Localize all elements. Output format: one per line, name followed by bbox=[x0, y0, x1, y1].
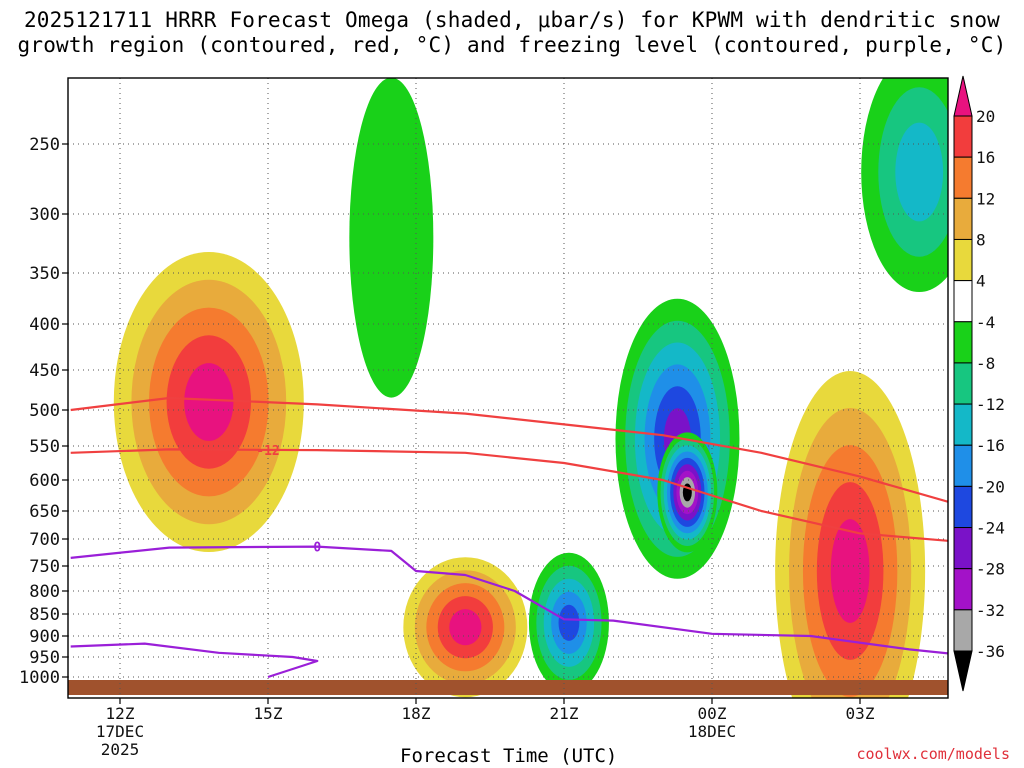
colorbar-label-12: 12 bbox=[976, 189, 995, 208]
x-tick-label-12Z: 12Z bbox=[106, 704, 135, 723]
colorbar-swatch-5 bbox=[953, 321, 973, 364]
credit-link[interactable]: coolwx.com/models bbox=[856, 745, 1010, 763]
colorbar-swatch-above-20 bbox=[953, 75, 973, 117]
colorbar-swatch-8 bbox=[953, 444, 973, 487]
x-tick-label-15Z: 15Z bbox=[254, 704, 283, 723]
y-axis: 2503003504004505005506006507007508008509… bbox=[19, 135, 68, 688]
x-tick-date-00Z: 18DEC bbox=[688, 722, 736, 741]
x-tick-label-18Z: 18Z bbox=[402, 704, 431, 723]
y-tick-label-700: 700 bbox=[29, 530, 60, 550]
colorbar-swatch-12 bbox=[953, 609, 973, 652]
contour-line-0 bbox=[70, 396, 948, 503]
chart-title-line-1: 2025121711 HRRR Forecast Omega (shaded, … bbox=[23, 8, 1001, 32]
y-tick-label-300: 300 bbox=[29, 205, 60, 225]
gridlines bbox=[68, 78, 948, 698]
omega-band-upper-right-green--12 bbox=[895, 122, 944, 222]
colorbar-swatch-10 bbox=[953, 527, 973, 570]
plot-frame bbox=[67, 77, 949, 699]
omega-band-rising-low--20 bbox=[558, 604, 580, 641]
colorbar-label--36: -36 bbox=[976, 642, 1005, 661]
y-tick-label-900: 900 bbox=[29, 627, 60, 647]
x-tick-date-12Z: 17DEC bbox=[96, 722, 144, 741]
x-tick-label-21Z: 21Z bbox=[550, 704, 579, 723]
y-tick-label-250: 250 bbox=[29, 135, 60, 155]
omega-band-upper-green--4 bbox=[349, 78, 434, 398]
colorbar-swatch-7 bbox=[953, 403, 973, 446]
y-tick-label-400: 400 bbox=[29, 315, 60, 335]
colorbar-label-16: 16 bbox=[976, 148, 995, 167]
colorbar-swatch-3 bbox=[953, 238, 973, 282]
contour-line-2 bbox=[70, 545, 948, 655]
colorbar-swatch-6 bbox=[953, 362, 973, 405]
colorbar-label-4: 4 bbox=[976, 272, 986, 291]
colorbar: 20 16 12 8 4 -4 -8 -12 -16 -20 -24 -28 -32 -36 bbox=[953, 75, 1005, 692]
colorbar-swatch-4 bbox=[953, 280, 973, 323]
omega-band-sinking-12z-20 bbox=[184, 363, 234, 441]
y-tick-label-950: 950 bbox=[29, 648, 60, 668]
colorbar-label--12: -12 bbox=[976, 395, 1005, 414]
colorbar-swatch-0 bbox=[953, 115, 973, 158]
ground-surface bbox=[68, 680, 948, 695]
omega-shading bbox=[113, 78, 948, 698]
contour-line-3 bbox=[70, 642, 319, 679]
contour-label-2: 0 bbox=[313, 541, 321, 556]
y-tick-label-750: 750 bbox=[29, 557, 60, 577]
x-axis-title: Forecast Time (UTC) bbox=[400, 745, 618, 767]
colorbar-swatch-1 bbox=[953, 156, 973, 199]
y-tick-label-450: 450 bbox=[29, 361, 60, 381]
colorbar-label-8: 8 bbox=[976, 230, 986, 249]
y-tick-label-550: 550 bbox=[29, 437, 60, 457]
colorbar-label--16: -16 bbox=[976, 436, 1005, 455]
colorbar-swatch-2 bbox=[953, 197, 973, 240]
temperature-contours: -12 0 bbox=[70, 396, 948, 679]
colorbar-label-20: 20 bbox=[976, 107, 995, 126]
chart-title-line-2: growth region (contoured, red, °C) and f… bbox=[17, 33, 1007, 57]
y-tick-label-500: 500 bbox=[29, 401, 60, 421]
y-tick-label-850: 850 bbox=[29, 605, 60, 625]
colorbar-swatch-below-36 bbox=[953, 650, 973, 692]
colorbar-label--8: -8 bbox=[976, 354, 995, 373]
y-tick-label-800: 800 bbox=[29, 582, 60, 602]
colorbar-label--28: -28 bbox=[976, 560, 1005, 579]
colorbar-swatch-9 bbox=[953, 485, 973, 529]
contour-label-1: -12 bbox=[256, 444, 279, 459]
omega-band-sinking-02z-20 bbox=[830, 519, 870, 623]
x-tick-year-12Z: 2025 bbox=[101, 740, 140, 759]
x-tick-label-00Z: 00Z bbox=[698, 704, 727, 723]
y-tick-label-350: 350 bbox=[29, 264, 60, 284]
y-tick-label-600: 600 bbox=[29, 471, 60, 491]
contour-line-1 bbox=[70, 448, 948, 542]
omega-band-sinking-19z-20 bbox=[449, 609, 482, 646]
y-tick-label-650: 650 bbox=[29, 502, 60, 522]
colorbar-label--24: -24 bbox=[976, 519, 1005, 538]
colorbar-label--4: -4 bbox=[976, 313, 995, 332]
colorbar-label--20: -20 bbox=[976, 477, 1005, 496]
colorbar-swatch-11 bbox=[953, 568, 973, 611]
y-tick-label-1000: 1000 bbox=[19, 668, 60, 688]
colorbar-label--32: -32 bbox=[976, 601, 1005, 620]
x-tick-label-03Z: 03Z bbox=[846, 704, 875, 723]
